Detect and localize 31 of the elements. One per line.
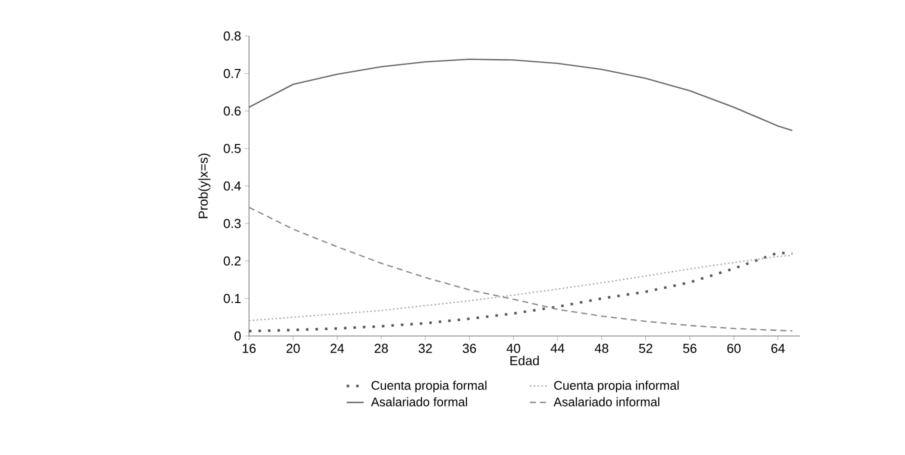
legend-label: Asalariado informal xyxy=(554,397,660,406)
x-tick-label: 56 xyxy=(683,344,696,353)
y-tick-label: 0.4 xyxy=(224,181,241,191)
y-tick-label: 0.2 xyxy=(224,256,241,266)
x-tick-label: 60 xyxy=(727,344,741,353)
x-tick-label: 28 xyxy=(374,344,388,353)
x-tick-label: 48 xyxy=(594,344,608,353)
line-series xyxy=(249,206,793,332)
x-axis-title: Edad xyxy=(510,356,539,366)
x-tick-label: 36 xyxy=(462,344,476,353)
line-series xyxy=(249,58,793,132)
y-tick-label: 0.7 xyxy=(224,68,241,78)
y-tick-label: 0.5 xyxy=(224,144,241,154)
y-tick-label: 0 xyxy=(234,331,241,341)
legend-label: Cuenta propia informal xyxy=(554,380,679,392)
x-tick-label: 52 xyxy=(639,344,652,353)
x-tick-label: 32 xyxy=(418,344,432,353)
line-series xyxy=(249,252,794,332)
y-tick-label: 0.1 xyxy=(224,294,241,304)
legend-label: Cuenta propia formal xyxy=(372,380,486,392)
x-tick-label: 40 xyxy=(506,344,520,353)
x-tick-label: 20 xyxy=(286,344,300,353)
x-tick-label: 64 xyxy=(771,344,785,353)
y-axis-title: Prob(y|x=s) xyxy=(198,154,210,218)
y-tick-label: 0.6 xyxy=(224,106,241,116)
y-tick-label: 0.3 xyxy=(224,218,241,228)
x-tick-label: 24 xyxy=(330,344,344,353)
x-tick-label: 16 xyxy=(242,344,256,353)
y-tick-label: 0.8 xyxy=(224,31,241,41)
legend-label: Asalariado formal xyxy=(370,397,467,406)
x-tick-label: 44 xyxy=(550,344,564,353)
